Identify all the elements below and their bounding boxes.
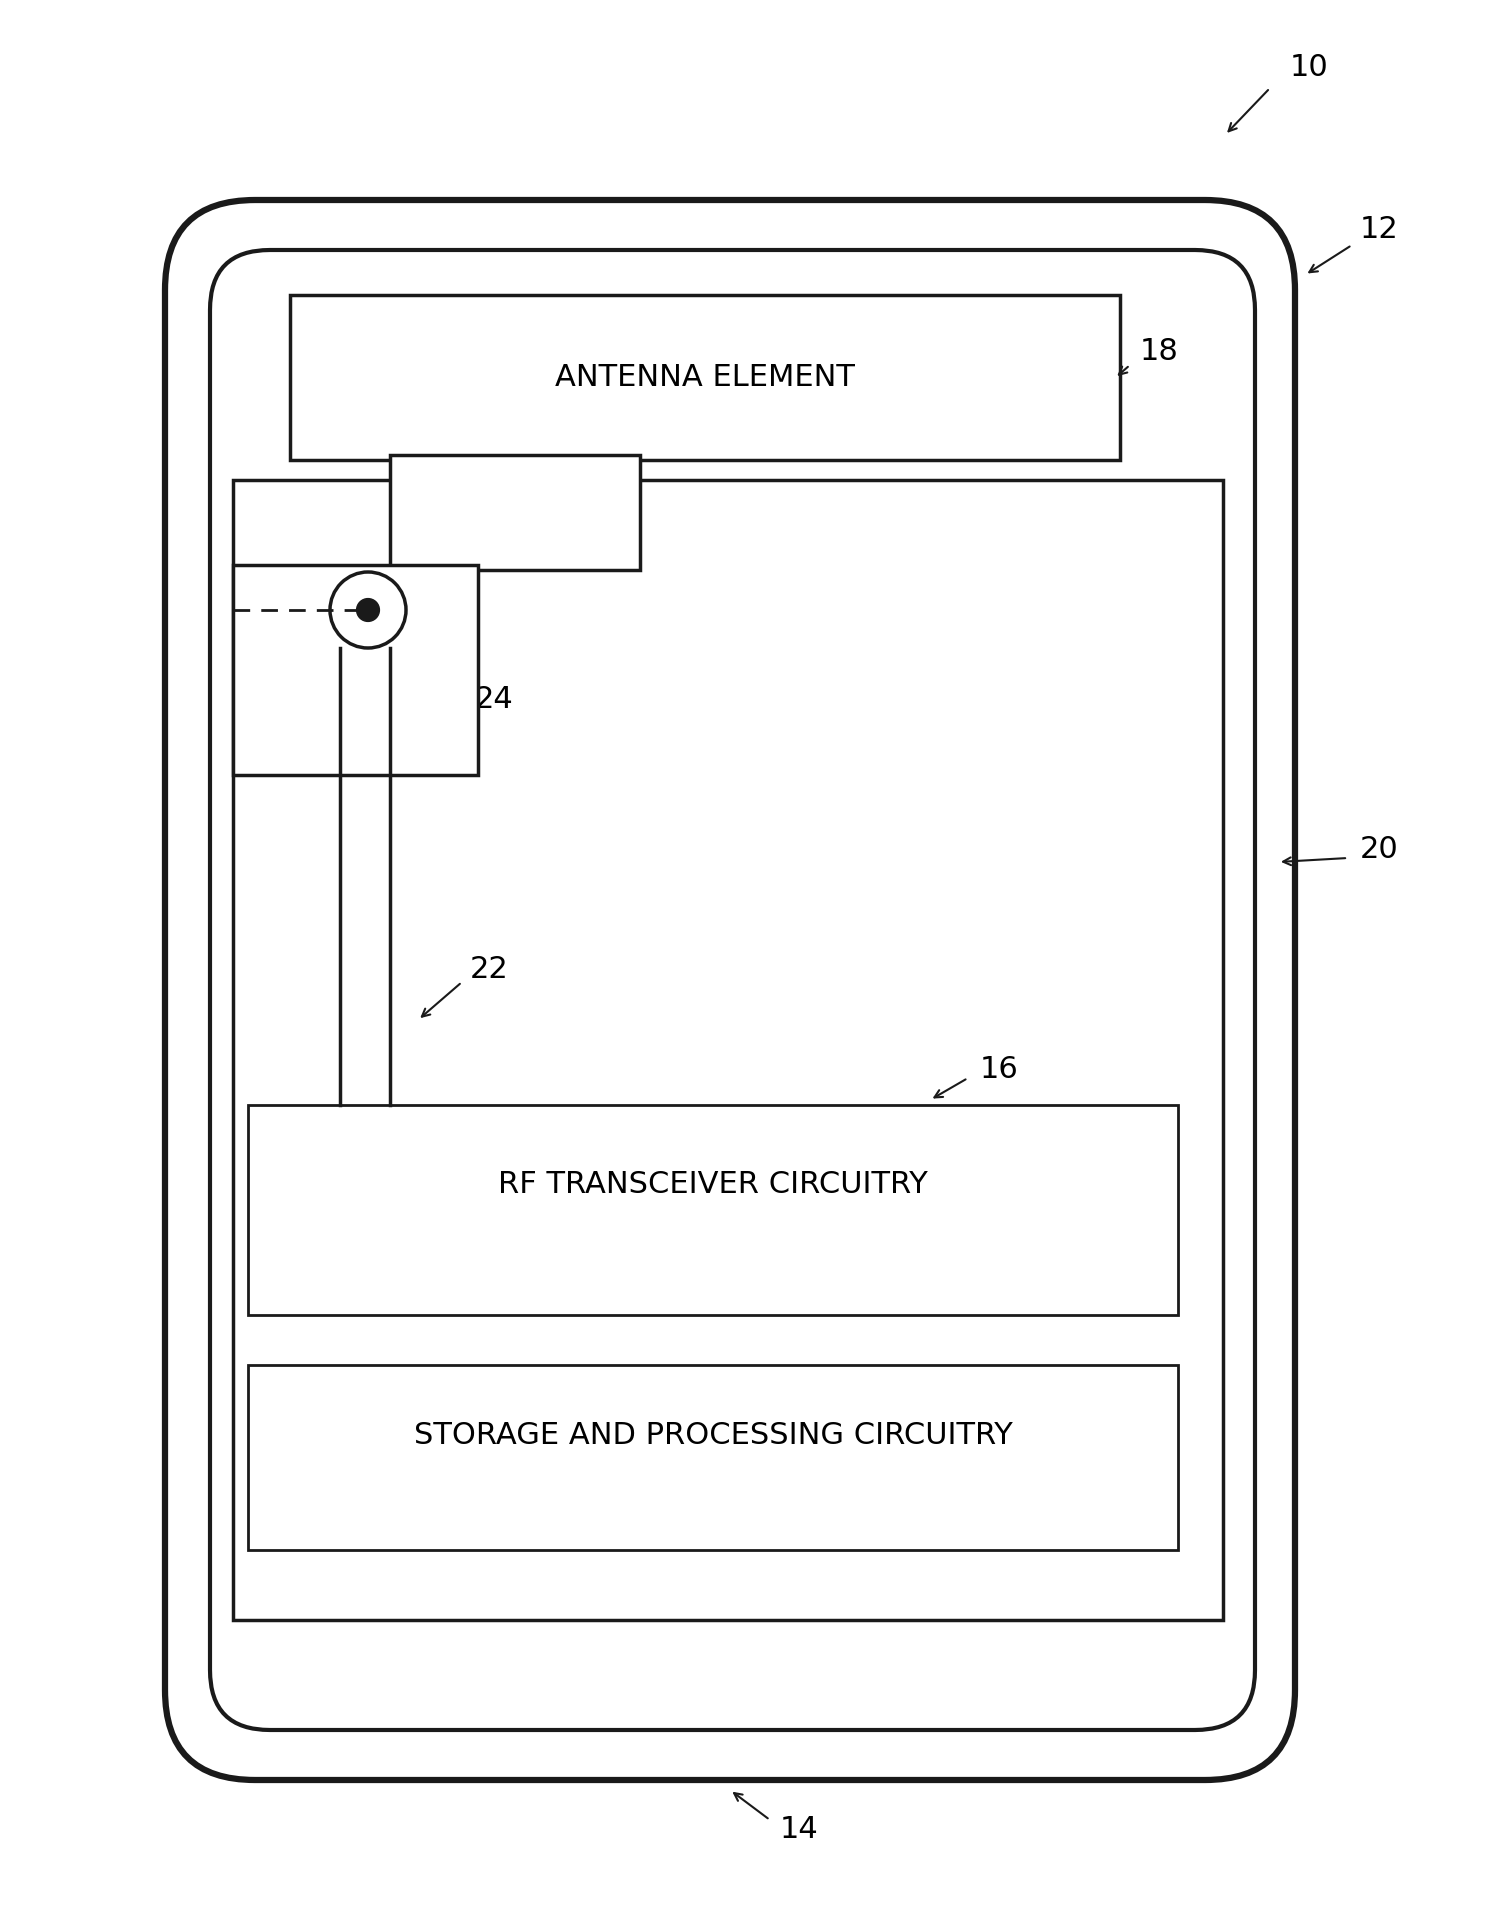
Text: 20: 20	[1360, 835, 1399, 864]
Text: STORAGE AND PROCESSING CIRCUITRY: STORAGE AND PROCESSING CIRCUITRY	[413, 1421, 1012, 1450]
FancyBboxPatch shape	[210, 250, 1255, 1730]
Bar	[247, 1365, 1178, 1549]
Bar	[234, 564, 478, 776]
Text: 16: 16	[980, 1056, 1019, 1085]
Bar	[247, 1106, 1178, 1315]
Text: 10: 10	[1289, 54, 1329, 83]
Bar	[290, 296, 1120, 461]
FancyBboxPatch shape	[164, 200, 1295, 1780]
Text: 22: 22	[470, 956, 508, 985]
Circle shape	[356, 599, 380, 622]
Bar	[234, 480, 1223, 1620]
Text: RF TRANSCEIVER CIRCUITRY: RF TRANSCEIVER CIRCUITRY	[498, 1171, 927, 1200]
Text: 14: 14	[780, 1816, 819, 1845]
Text: 12: 12	[1360, 215, 1399, 244]
Bar	[391, 455, 639, 570]
Text: 18: 18	[1140, 338, 1179, 367]
Text: 24: 24	[475, 685, 514, 714]
Text: ANTENNA ELEMENT: ANTENNA ELEMENT	[555, 363, 855, 392]
